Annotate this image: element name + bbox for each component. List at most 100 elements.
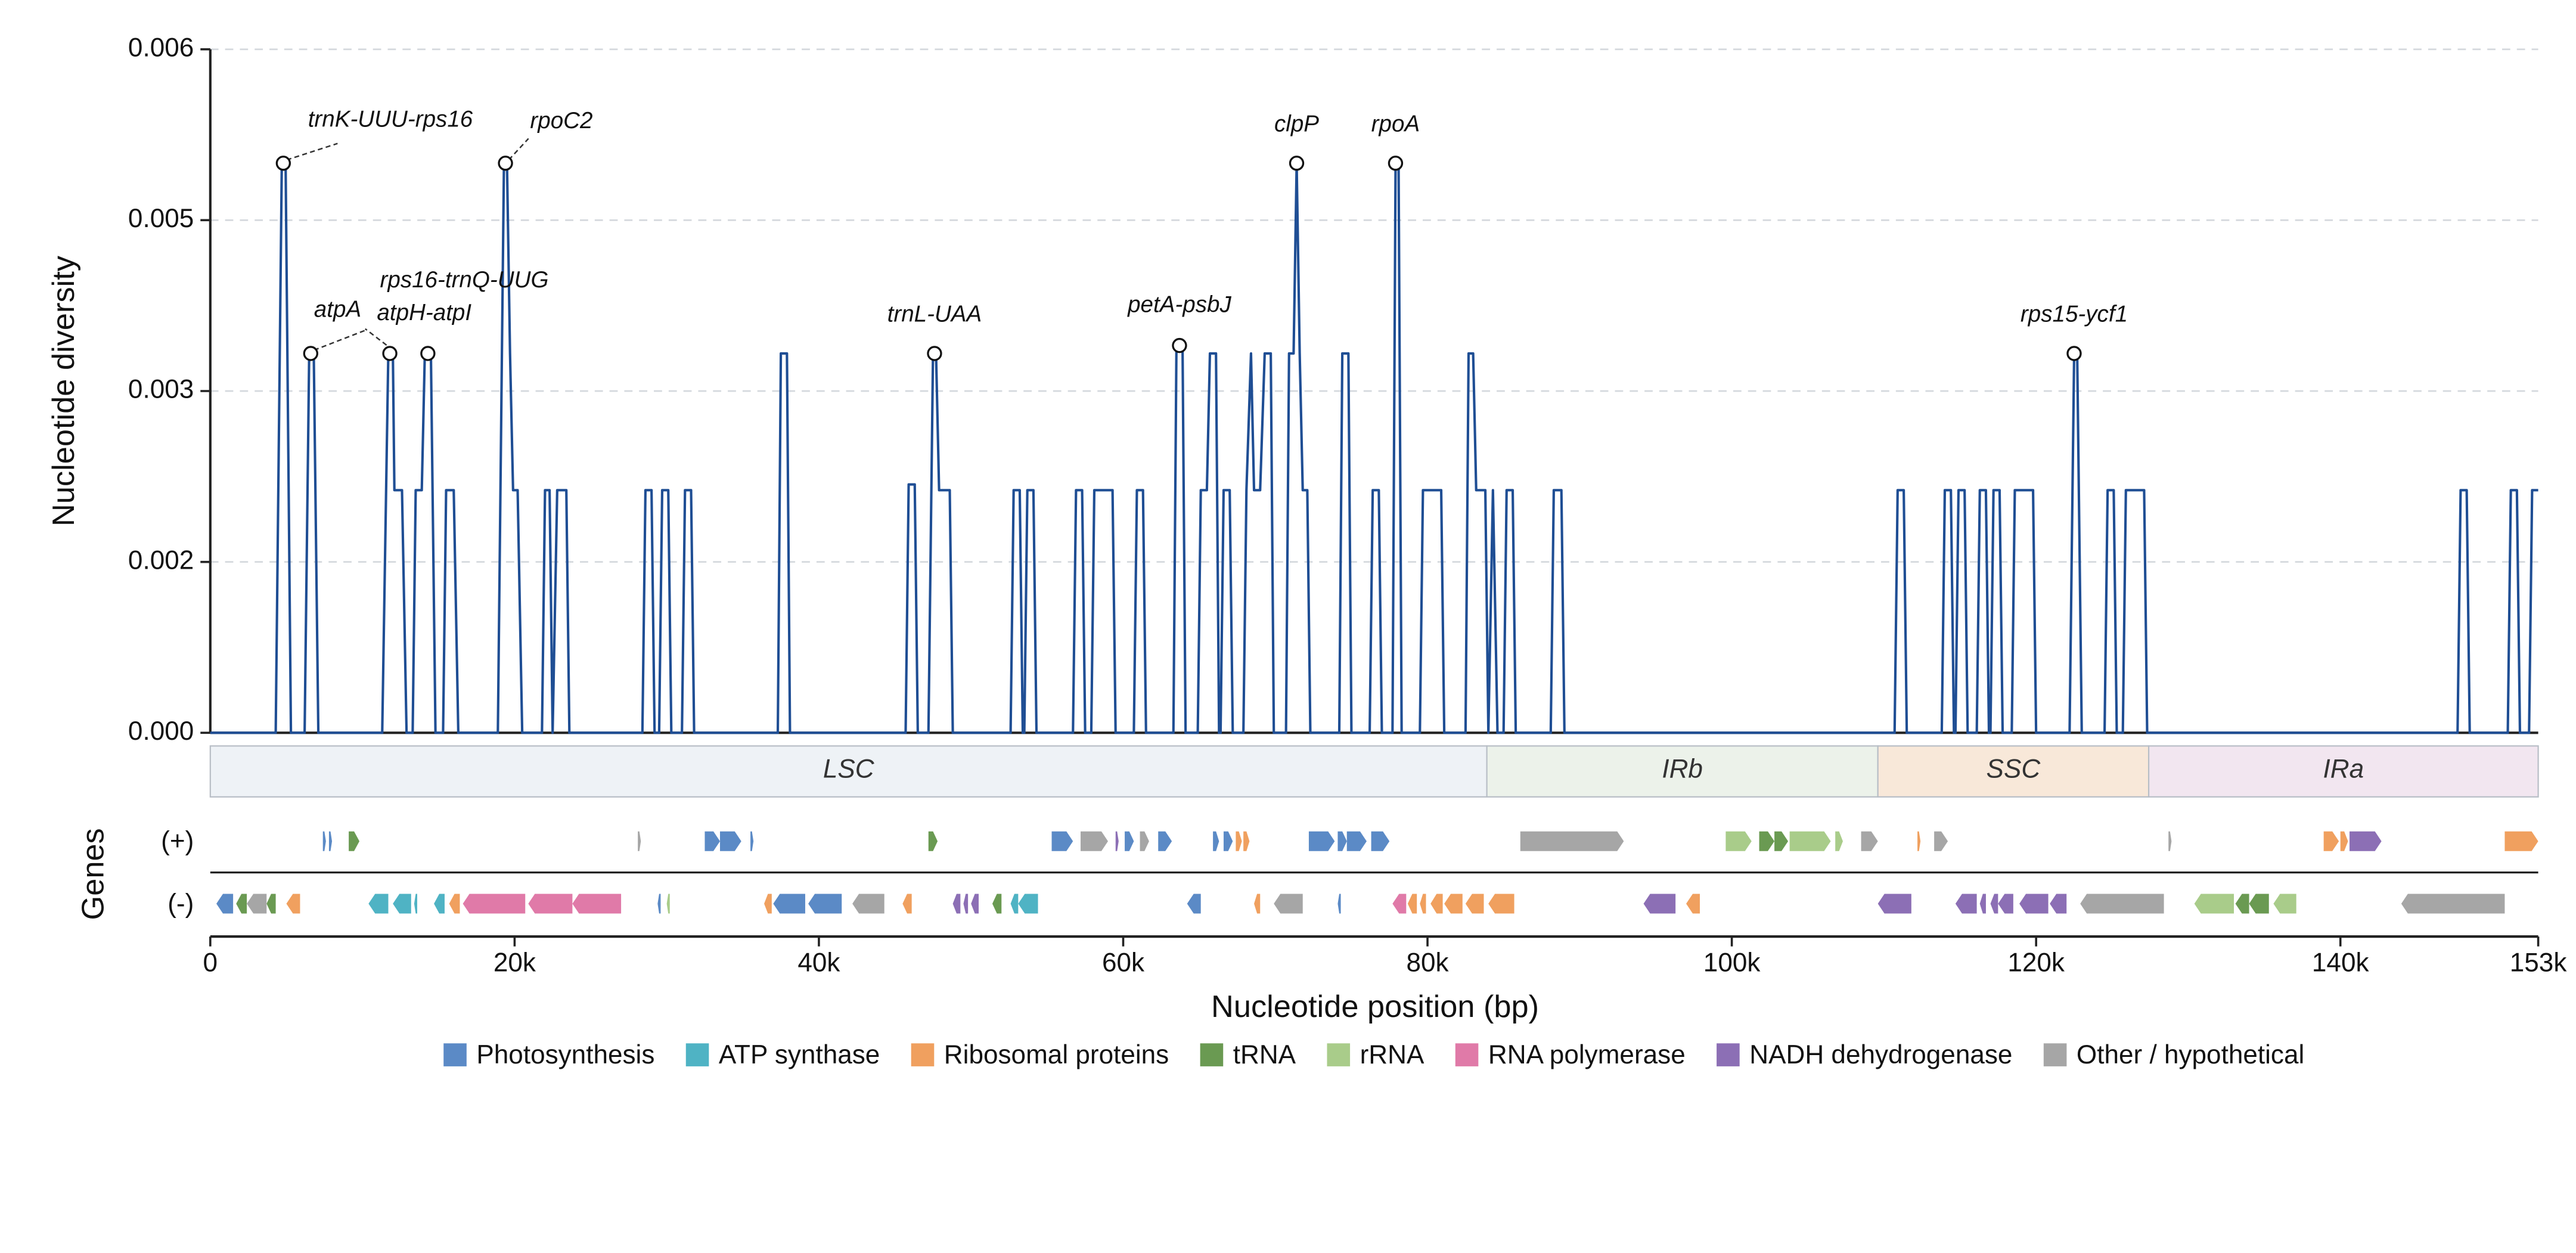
gene — [992, 894, 1002, 914]
gene — [2249, 894, 2269, 914]
x-axis-label: Nucleotide position (bp) — [1211, 990, 1539, 1024]
annotation-marker — [2066, 346, 2082, 361]
gene — [638, 831, 641, 851]
gene — [1444, 894, 1463, 914]
gene — [2019, 894, 2049, 914]
gene — [1934, 831, 1948, 851]
annotation-label: trnL-UAA — [887, 302, 982, 327]
gene — [2273, 894, 2296, 914]
gene — [1979, 894, 1986, 914]
gene — [1789, 831, 1831, 851]
annotation-leader — [508, 138, 529, 161]
annotation-label: atpH-atpI — [377, 300, 471, 325]
legend-label: Photosynthesis — [476, 1040, 654, 1069]
legend-label: rRNA — [1360, 1040, 1424, 1069]
annotation-marker — [1388, 156, 1404, 171]
x-tick-label: 0 — [203, 948, 218, 978]
gene — [1158, 831, 1172, 851]
y-axis-label: Nucleotide diversity — [46, 255, 81, 526]
x-tick-label: 20k — [494, 948, 536, 978]
gene — [2401, 894, 2505, 914]
x-tick-label: 153k — [2510, 948, 2568, 978]
gene — [2340, 831, 2348, 851]
annotation-label: rps16-trnQ-UUG — [380, 267, 549, 293]
y-tick-label: 0.000 — [128, 717, 194, 746]
annotation-marker — [1172, 337, 1187, 353]
x-tick-label: 80k — [1407, 948, 1450, 978]
gene — [2323, 831, 2339, 851]
annotation-marker — [927, 346, 942, 361]
gene — [1213, 831, 1219, 851]
gene — [368, 894, 389, 914]
gene — [952, 894, 961, 914]
gene — [449, 894, 460, 914]
gene — [1243, 831, 1250, 851]
gene — [2350, 831, 2382, 851]
legend-label: tRNA — [1233, 1040, 1296, 1069]
legend-swatch — [685, 1043, 709, 1066]
annotation-marker — [1289, 156, 1305, 171]
gene — [1371, 831, 1390, 851]
gene — [2050, 894, 2067, 914]
gene — [328, 831, 333, 851]
gene — [1520, 831, 1624, 851]
annotation-label: rps15-ycf1 — [2021, 302, 2128, 327]
x-tick-label: 40k — [797, 948, 840, 978]
legend-label: Ribosomal proteins — [944, 1040, 1169, 1069]
gene — [236, 894, 247, 914]
annotation-marker — [303, 346, 318, 361]
gene — [1725, 831, 1752, 851]
region — [1486, 745, 1879, 798]
annotation-marker — [382, 346, 398, 361]
gene — [928, 831, 938, 851]
annotation-leader — [314, 330, 365, 351]
plus-strand-label: (+) — [161, 827, 194, 856]
annotation-marker — [420, 346, 436, 361]
gene — [1187, 894, 1201, 914]
annotation-label: rpoC2 — [530, 108, 592, 134]
gene — [1861, 831, 1878, 851]
gene — [1420, 894, 1426, 914]
gene — [247, 894, 267, 914]
gene — [1081, 831, 1108, 851]
gene — [1125, 831, 1134, 851]
annotation-marker — [275, 156, 291, 171]
gene — [1643, 894, 1676, 914]
legend-swatch — [911, 1043, 935, 1066]
gene — [528, 894, 573, 914]
gene — [657, 894, 661, 914]
legend-label: NADH dehydrogenase — [1749, 1040, 2012, 1069]
annotation-leader — [286, 142, 338, 161]
gene — [1140, 831, 1149, 851]
gene — [1877, 894, 1911, 914]
region-label: IRa — [2323, 754, 2364, 783]
gene — [1236, 831, 1242, 851]
gene — [1010, 894, 1019, 914]
gene — [852, 894, 884, 914]
gene — [1051, 831, 1073, 851]
y-tick-label: 0.003 — [128, 375, 194, 404]
gene — [773, 894, 805, 914]
y-tick-label: 0.005 — [128, 204, 194, 233]
gene — [266, 894, 276, 914]
annotation-leader — [364, 328, 394, 351]
annotation-label: petA-psbJ — [1127, 292, 1231, 318]
legend-swatch — [1455, 1043, 1479, 1066]
gene — [971, 894, 979, 914]
legend-swatch — [443, 1043, 467, 1066]
gene — [1835, 831, 1843, 851]
gene — [902, 894, 912, 914]
gene — [2080, 894, 2164, 914]
gene — [1759, 831, 1775, 851]
gene — [572, 894, 622, 914]
region — [2147, 745, 2539, 798]
minus-strand-label: (-) — [167, 889, 194, 918]
annotation-marker — [498, 156, 513, 171]
gene — [1488, 894, 1514, 914]
legend-swatch — [1327, 1043, 1351, 1066]
diversity-line — [210, 162, 2538, 734]
x-tick-label: 60k — [1102, 948, 1145, 978]
y-tick-label: 0.006 — [128, 33, 194, 62]
annotation-label: trnK-UUU-rps16 — [308, 106, 473, 132]
